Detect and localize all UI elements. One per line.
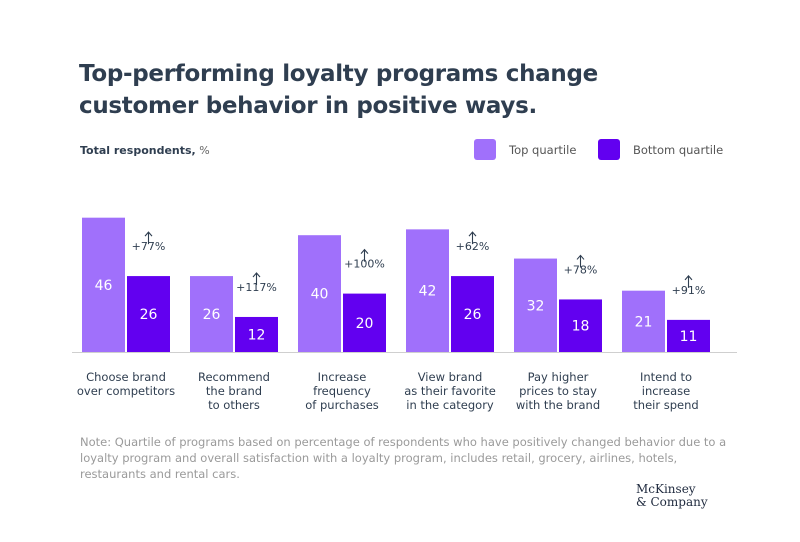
bar-bottom xyxy=(559,299,602,352)
bar-value-label: 12 xyxy=(248,327,266,343)
bar-bottom xyxy=(235,316,278,352)
category-label: increase xyxy=(642,384,690,398)
category-label: prices to stay xyxy=(519,384,597,398)
category-label: Intend to xyxy=(640,370,692,384)
change-annotation: +100% xyxy=(344,258,385,271)
bar-bottom xyxy=(451,276,494,352)
bar-value-label: 11 xyxy=(680,329,698,345)
legend-label-bottom: Bottom quartile xyxy=(633,142,724,157)
arrow-up-icon xyxy=(252,272,261,285)
bar-top xyxy=(298,235,341,352)
chart-title: Top-performing loyalty programs change c… xyxy=(79,61,598,119)
subtitle-unit: % xyxy=(199,144,210,157)
legend-swatch-top xyxy=(474,139,496,160)
change-annotation: +117% xyxy=(236,281,277,294)
bar-value-label: 46 xyxy=(95,278,113,294)
bar-bottom xyxy=(343,293,386,352)
arrow-up-icon xyxy=(576,254,585,268)
category-label: Increase xyxy=(318,370,367,384)
category-label: to others xyxy=(208,398,260,412)
legend-item-top: Top quartile xyxy=(474,139,576,160)
bar-top xyxy=(514,258,557,352)
category-label: over competitors xyxy=(77,384,175,398)
change-annotation: +77% xyxy=(132,240,166,253)
mckinsey-logo: McKinsey & Company xyxy=(636,482,708,509)
legend-item-bottom: Bottom quartile xyxy=(598,139,723,160)
subtitle-bold: Total respondents, xyxy=(80,144,196,157)
arrow-up-icon xyxy=(468,231,477,245)
y-axis-label: Total respondents, % xyxy=(80,144,210,157)
bar-top xyxy=(406,229,449,352)
category-label: the brand xyxy=(206,384,262,398)
bar-value-label: 20 xyxy=(356,316,374,332)
bar-value-label: 21 xyxy=(635,314,653,330)
category-label: their spend xyxy=(633,398,698,412)
bar-value-label: 26 xyxy=(203,307,221,323)
change-annotation: +91% xyxy=(672,284,706,297)
change-annotation: +62% xyxy=(456,240,490,253)
bar-value-label: 42 xyxy=(419,284,437,300)
category-label: in the category xyxy=(406,398,494,412)
category-label: Choose brand xyxy=(86,370,166,384)
category-label: frequency xyxy=(313,384,371,398)
bar-top xyxy=(622,290,665,352)
arrow-up-icon xyxy=(144,231,153,245)
bar-top xyxy=(82,217,125,352)
category-label: Pay higher xyxy=(528,370,589,384)
legend-swatch-bottom xyxy=(598,139,620,160)
arrow-up-icon xyxy=(684,275,693,288)
arrow-up-icon xyxy=(360,248,369,262)
legend-label-top: Top quartile xyxy=(509,142,577,157)
category-label: as their favorite xyxy=(404,384,496,398)
category-label: Recommend xyxy=(198,370,270,384)
bar-bottom xyxy=(667,319,710,352)
category-label: with the brand xyxy=(516,398,600,412)
footnote: Note: Quartile of programs based on perc… xyxy=(80,435,727,481)
change-annotation: +78% xyxy=(564,263,598,276)
bar-value-label: 26 xyxy=(464,307,482,323)
category-label: View brand xyxy=(418,370,483,384)
bar-bottom xyxy=(127,276,170,352)
bar-value-label: 32 xyxy=(527,298,545,314)
bar-value-label: 40 xyxy=(311,287,329,303)
bar-top xyxy=(190,276,233,352)
category-label: of purchases xyxy=(305,398,379,412)
bar-value-label: 18 xyxy=(572,319,590,335)
bar-value-label: 26 xyxy=(140,307,158,323)
